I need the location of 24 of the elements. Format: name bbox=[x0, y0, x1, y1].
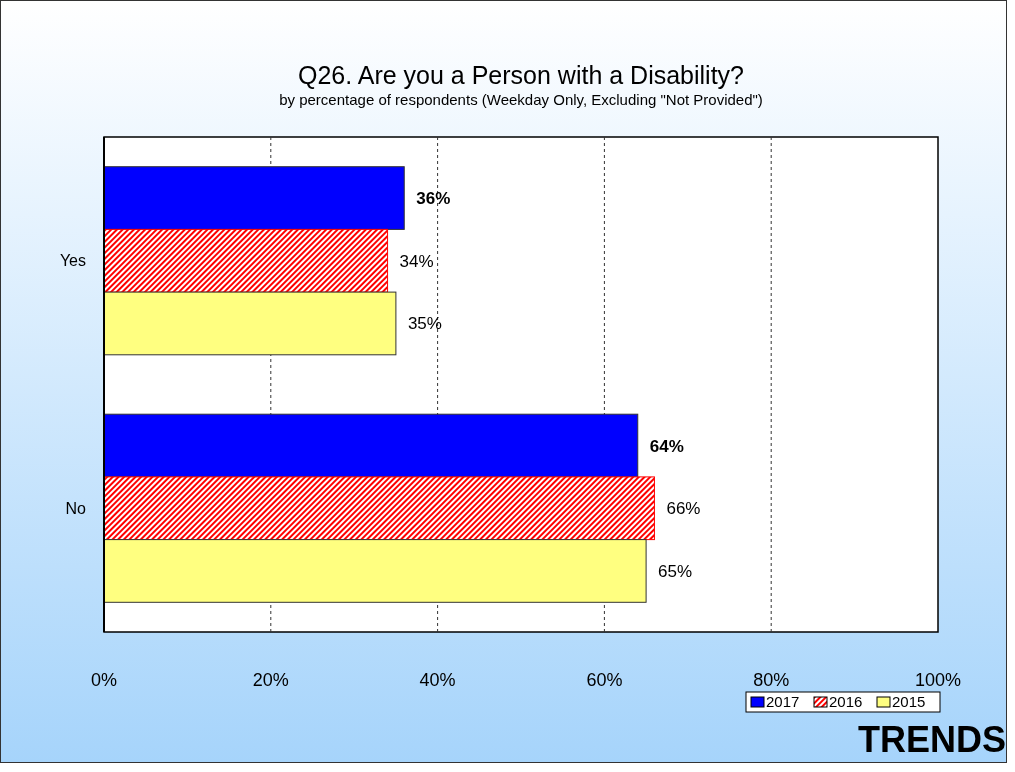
data-label: 66% bbox=[666, 499, 701, 519]
bar bbox=[103, 539, 647, 603]
x-tick-label: 60% bbox=[586, 670, 623, 690]
bar bbox=[103, 476, 655, 541]
text: TRENDS bbox=[857, 719, 1006, 760]
data-label: 35% bbox=[407, 314, 442, 334]
x-tick-label: 0% bbox=[90, 670, 118, 690]
legend-label: 2016 bbox=[829, 693, 863, 710]
legend-label: 2017 bbox=[766, 693, 800, 710]
x-tick-label: 20% bbox=[252, 670, 289, 690]
chart-title: Q26. Are you a Person with a Disability? bbox=[297, 61, 745, 89]
legend-label: 2015 bbox=[892, 693, 926, 710]
x-tick-label: 100% bbox=[914, 670, 962, 690]
x-tick-label: 40% bbox=[419, 670, 456, 690]
bar bbox=[103, 228, 389, 293]
data-label: 36% bbox=[416, 189, 451, 208]
y-tick-label: Yes bbox=[59, 252, 86, 270]
data-label: 64% bbox=[649, 436, 684, 456]
chart-subtitle: by percentage of respondents (Weekday Only, Excluding "Not Provided") bbox=[279, 91, 763, 108]
data-label: 34% bbox=[399, 251, 434, 271]
data-label: 65% bbox=[658, 561, 693, 581]
y-tick-label: No bbox=[65, 499, 87, 517]
bar bbox=[103, 166, 405, 230]
x-tick-label: 80% bbox=[753, 670, 790, 690]
